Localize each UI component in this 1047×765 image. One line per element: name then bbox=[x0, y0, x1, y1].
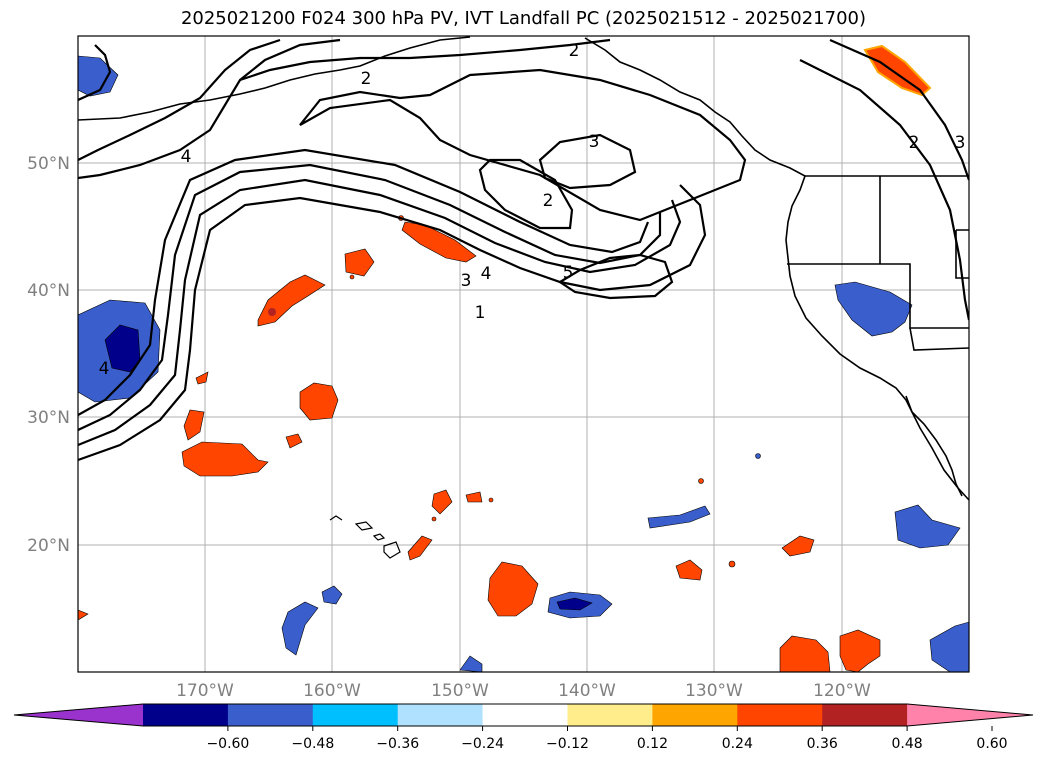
colorbar-segment bbox=[312, 704, 399, 726]
colorbar-tick-label: −0.12 bbox=[546, 736, 589, 752]
lon-label: 130°W bbox=[685, 681, 743, 701]
colorbar-tick-label: −0.60 bbox=[206, 736, 249, 752]
longitude-labels: 170°W 160°W 150°W 140°W 130°W 120°W bbox=[176, 681, 871, 701]
lon-label: 150°W bbox=[431, 681, 489, 701]
colorbar-tick-label: −0.24 bbox=[461, 736, 504, 752]
positive-pv-patches bbox=[78, 44, 932, 672]
colorbar-segment bbox=[822, 704, 908, 726]
contour-label: 3 bbox=[955, 133, 966, 153]
contour-label: 3 bbox=[461, 271, 472, 291]
hawaii-islands bbox=[329, 515, 401, 559]
map-frame bbox=[77, 35, 970, 673]
colorbar-segment bbox=[227, 704, 314, 726]
colorbar-tick-label: 0.48 bbox=[892, 736, 923, 752]
contour-label: 4 bbox=[99, 359, 110, 379]
lon-label: 160°W bbox=[303, 681, 361, 701]
colorbar-extend-min bbox=[14, 704, 143, 726]
lon-label: 120°W bbox=[813, 681, 871, 701]
contour-label: 2 bbox=[543, 191, 554, 211]
colorbar-segment bbox=[652, 704, 738, 726]
contour-label: 2 bbox=[909, 133, 920, 153]
contour-label: 4 bbox=[481, 264, 492, 284]
colorbar-tick-label: −0.36 bbox=[376, 736, 419, 752]
lon-label: 140°W bbox=[558, 681, 616, 701]
pc-contours bbox=[78, 38, 969, 462]
lat-label: 50°N bbox=[27, 154, 70, 174]
colorbar-tick-label: 0.12 bbox=[637, 736, 668, 752]
lat-label: 20°N bbox=[27, 536, 70, 556]
negative-pv-patches bbox=[78, 55, 969, 672]
colorbar-tick-label: 0.36 bbox=[807, 736, 838, 752]
contour-label: 4 bbox=[181, 147, 192, 167]
colorbar-segment bbox=[737, 704, 823, 726]
colorbar-extend-max bbox=[907, 704, 1033, 726]
colorbar-outline bbox=[13, 703, 1034, 727]
colorbar: −0.60 −0.48 −0.36 −0.24 −0.12 0.12 0.24 0.36 0.4… bbox=[13, 703, 1034, 752]
colorbar-tick-label: 0.24 bbox=[722, 736, 753, 752]
colorbar-segment bbox=[567, 704, 653, 726]
contour-label: 2 bbox=[361, 69, 372, 89]
latitude-labels: 50°N 40°N 30°N 20°N bbox=[27, 154, 70, 556]
colorbar-segment bbox=[482, 704, 568, 726]
lon-label: 170°W bbox=[176, 681, 234, 701]
map-area bbox=[78, 36, 969, 672]
colorbar-segment bbox=[397, 704, 484, 726]
contour-label: 3 bbox=[589, 132, 600, 152]
colorbar-tick-label: −0.48 bbox=[291, 736, 334, 752]
contour-label: 2 bbox=[569, 41, 580, 61]
contour-label: 1 bbox=[475, 303, 486, 323]
colorbar-tick-label: 0.60 bbox=[976, 736, 1007, 752]
lat-label: 30°N bbox=[27, 408, 70, 428]
contour-label: 5 bbox=[563, 263, 574, 283]
figure-title: 2025021200 F024 300 hPa PV, IVT Landfall… bbox=[180, 8, 867, 29]
coastlines bbox=[78, 36, 969, 501]
lat-label: 40°N bbox=[27, 281, 70, 301]
contour-labels: 2 2 4 3 2 4 3 5 1 2 3 4 bbox=[99, 41, 966, 379]
colorbar-segment bbox=[143, 704, 229, 726]
